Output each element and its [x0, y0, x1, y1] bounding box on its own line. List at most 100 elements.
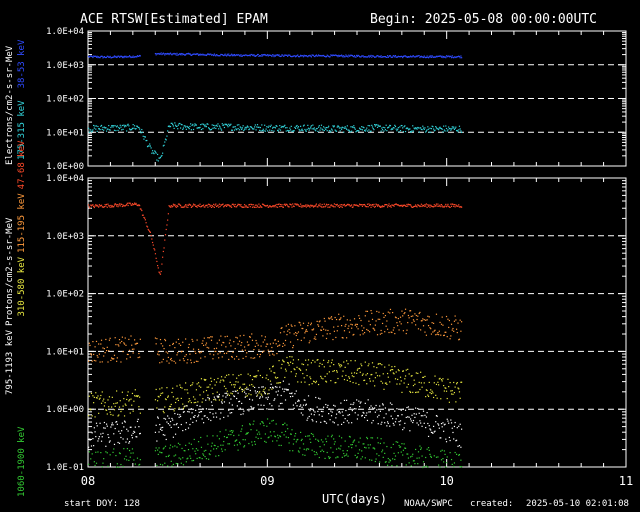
proton-point-p-310-580 [397, 369, 399, 371]
proton-point-p-310-580 [134, 389, 136, 391]
proton-point-p-795-1193 [377, 423, 379, 425]
electron-point-e-38-53 [384, 55, 387, 58]
proton-point-p-115-195 [257, 344, 259, 346]
proton-series-label-1060-1900: 1060-1900 keV [17, 426, 27, 497]
electron-point-e-38-53 [362, 55, 364, 57]
proton-point-p-310-580 [315, 381, 317, 384]
proton-point-p-310-580 [311, 383, 313, 385]
electron-point-e-38-53 [358, 56, 361, 58]
electron-point-e-38-53 [347, 56, 349, 58]
electron-point-e-175-315 [195, 124, 197, 126]
proton-point-p-795-1193 [208, 397, 210, 399]
proton-point-p-1060-1900 [204, 456, 206, 458]
electron-point-e-38-53 [377, 55, 379, 57]
electron-point-e-38-53 [254, 55, 256, 57]
proton-point-p-47-68 [368, 203, 370, 205]
electron-point-e-175-315 [362, 126, 364, 128]
proton-point-p-795-1193 [224, 392, 226, 394]
electron-point-e-38-53 [98, 56, 100, 58]
proton-point-p-795-1193 [182, 429, 184, 432]
proton-point-p-115-195 [392, 329, 394, 331]
proton-point-p-115-195 [384, 331, 386, 333]
proton-point-p-795-1193 [88, 446, 90, 448]
proton-point-p-1060-1900 [386, 464, 389, 466]
proton-point-p-1060-1900 [442, 458, 444, 460]
electron-point-e-38-53 [264, 54, 267, 56]
proton-point-p-1060-1900 [200, 446, 203, 448]
electron-point-e-175-315 [315, 130, 317, 132]
proton-point-p-47-68 [154, 249, 156, 251]
proton-point-p-795-1193 [388, 409, 390, 412]
electron-point-e-175-315 [351, 126, 353, 128]
proton-point-p-47-68 [366, 203, 369, 205]
electron-point-e-38-53 [159, 53, 161, 55]
proton-point-p-795-1193 [343, 399, 346, 402]
electron-point-e-38-53 [314, 55, 316, 58]
proton-point-p-310-580 [207, 394, 209, 396]
proton-point-p-795-1193 [174, 412, 176, 415]
proton-point-p-795-1193 [298, 400, 300, 402]
electron-y-unit: Electrons/cm2-s-sr-MeV [5, 45, 15, 165]
proton-point-p-47-68 [305, 204, 307, 206]
proton-point-p-310-580 [137, 395, 139, 397]
electron-point-e-38-53 [217, 55, 219, 57]
proton-point-p-47-68 [110, 206, 113, 208]
electron-point-e-175-315 [387, 126, 389, 129]
electron-point-e-38-53 [320, 54, 322, 57]
electron-point-e-175-315 [162, 145, 164, 147]
electron-point-e-175-315 [356, 130, 358, 132]
proton-point-p-115-195 [361, 329, 364, 332]
proton-point-p-1060-1900 [236, 439, 238, 441]
electron-point-e-175-315 [328, 125, 330, 127]
proton-point-p-47-68 [328, 203, 330, 206]
proton-point-p-795-1193 [374, 407, 376, 409]
electron-point-e-38-53 [293, 55, 295, 57]
proton-point-p-47-68 [265, 205, 267, 207]
electron-point-e-38-53 [456, 56, 458, 58]
proton-point-p-310-580 [103, 405, 106, 407]
proton-point-p-47-68 [338, 205, 340, 207]
proton-point-p-1060-1900 [126, 459, 128, 461]
electron-point-e-175-315 [340, 127, 342, 129]
electron-point-e-38-53 [200, 53, 202, 55]
electron-point-e-38-53 [271, 55, 273, 58]
proton-point-p-795-1193 [299, 405, 301, 408]
proton-point-p-1060-1900 [322, 441, 324, 443]
proton-point-p-795-1193 [389, 402, 392, 404]
proton-point-p-795-1193 [96, 425, 98, 427]
proton-point-p-47-68 [217, 204, 219, 206]
proton-point-p-115-195 [225, 346, 227, 348]
proton-point-p-310-580 [191, 384, 193, 386]
proton-point-p-115-195 [128, 349, 131, 351]
electron-point-e-175-315 [164, 138, 167, 140]
proton-point-p-1060-1900 [349, 436, 351, 438]
proton-point-p-115-195 [325, 337, 328, 340]
electron-point-e-38-53 [356, 54, 358, 57]
proton-point-p-47-68 [392, 204, 394, 206]
proton-point-p-1060-1900 [337, 456, 339, 458]
proton-point-p-1060-1900 [256, 429, 258, 431]
electron-point-e-38-53 [205, 54, 207, 56]
proton-point-p-1060-1900 [302, 454, 304, 456]
proton-point-p-1060-1900 [384, 452, 386, 454]
proton-point-p-47-68 [324, 206, 326, 208]
proton-point-p-310-580 [399, 376, 402, 378]
proton-point-p-1060-1900 [413, 460, 415, 462]
proton-point-p-795-1193 [216, 395, 218, 397]
electron-point-e-38-53 [379, 56, 381, 58]
proton-point-p-795-1193 [237, 392, 239, 394]
electron-point-e-175-315 [118, 126, 120, 129]
proton-point-p-115-195 [159, 362, 161, 364]
proton-point-p-47-68 [248, 204, 250, 206]
proton-point-p-795-1193 [411, 414, 413, 416]
proton-point-p-47-68 [215, 203, 217, 205]
proton-point-p-795-1193 [427, 422, 429, 425]
proton-point-p-1060-1900 [461, 466, 463, 468]
proton-point-p-115-195 [302, 322, 305, 324]
proton-point-p-1060-1900 [340, 445, 342, 447]
electron-point-e-175-315 [184, 125, 186, 127]
proton-point-p-47-68 [108, 205, 111, 207]
proton-point-p-310-580 [401, 391, 403, 393]
proton-point-p-47-68 [157, 267, 159, 269]
proton-point-p-47-68 [254, 204, 256, 206]
